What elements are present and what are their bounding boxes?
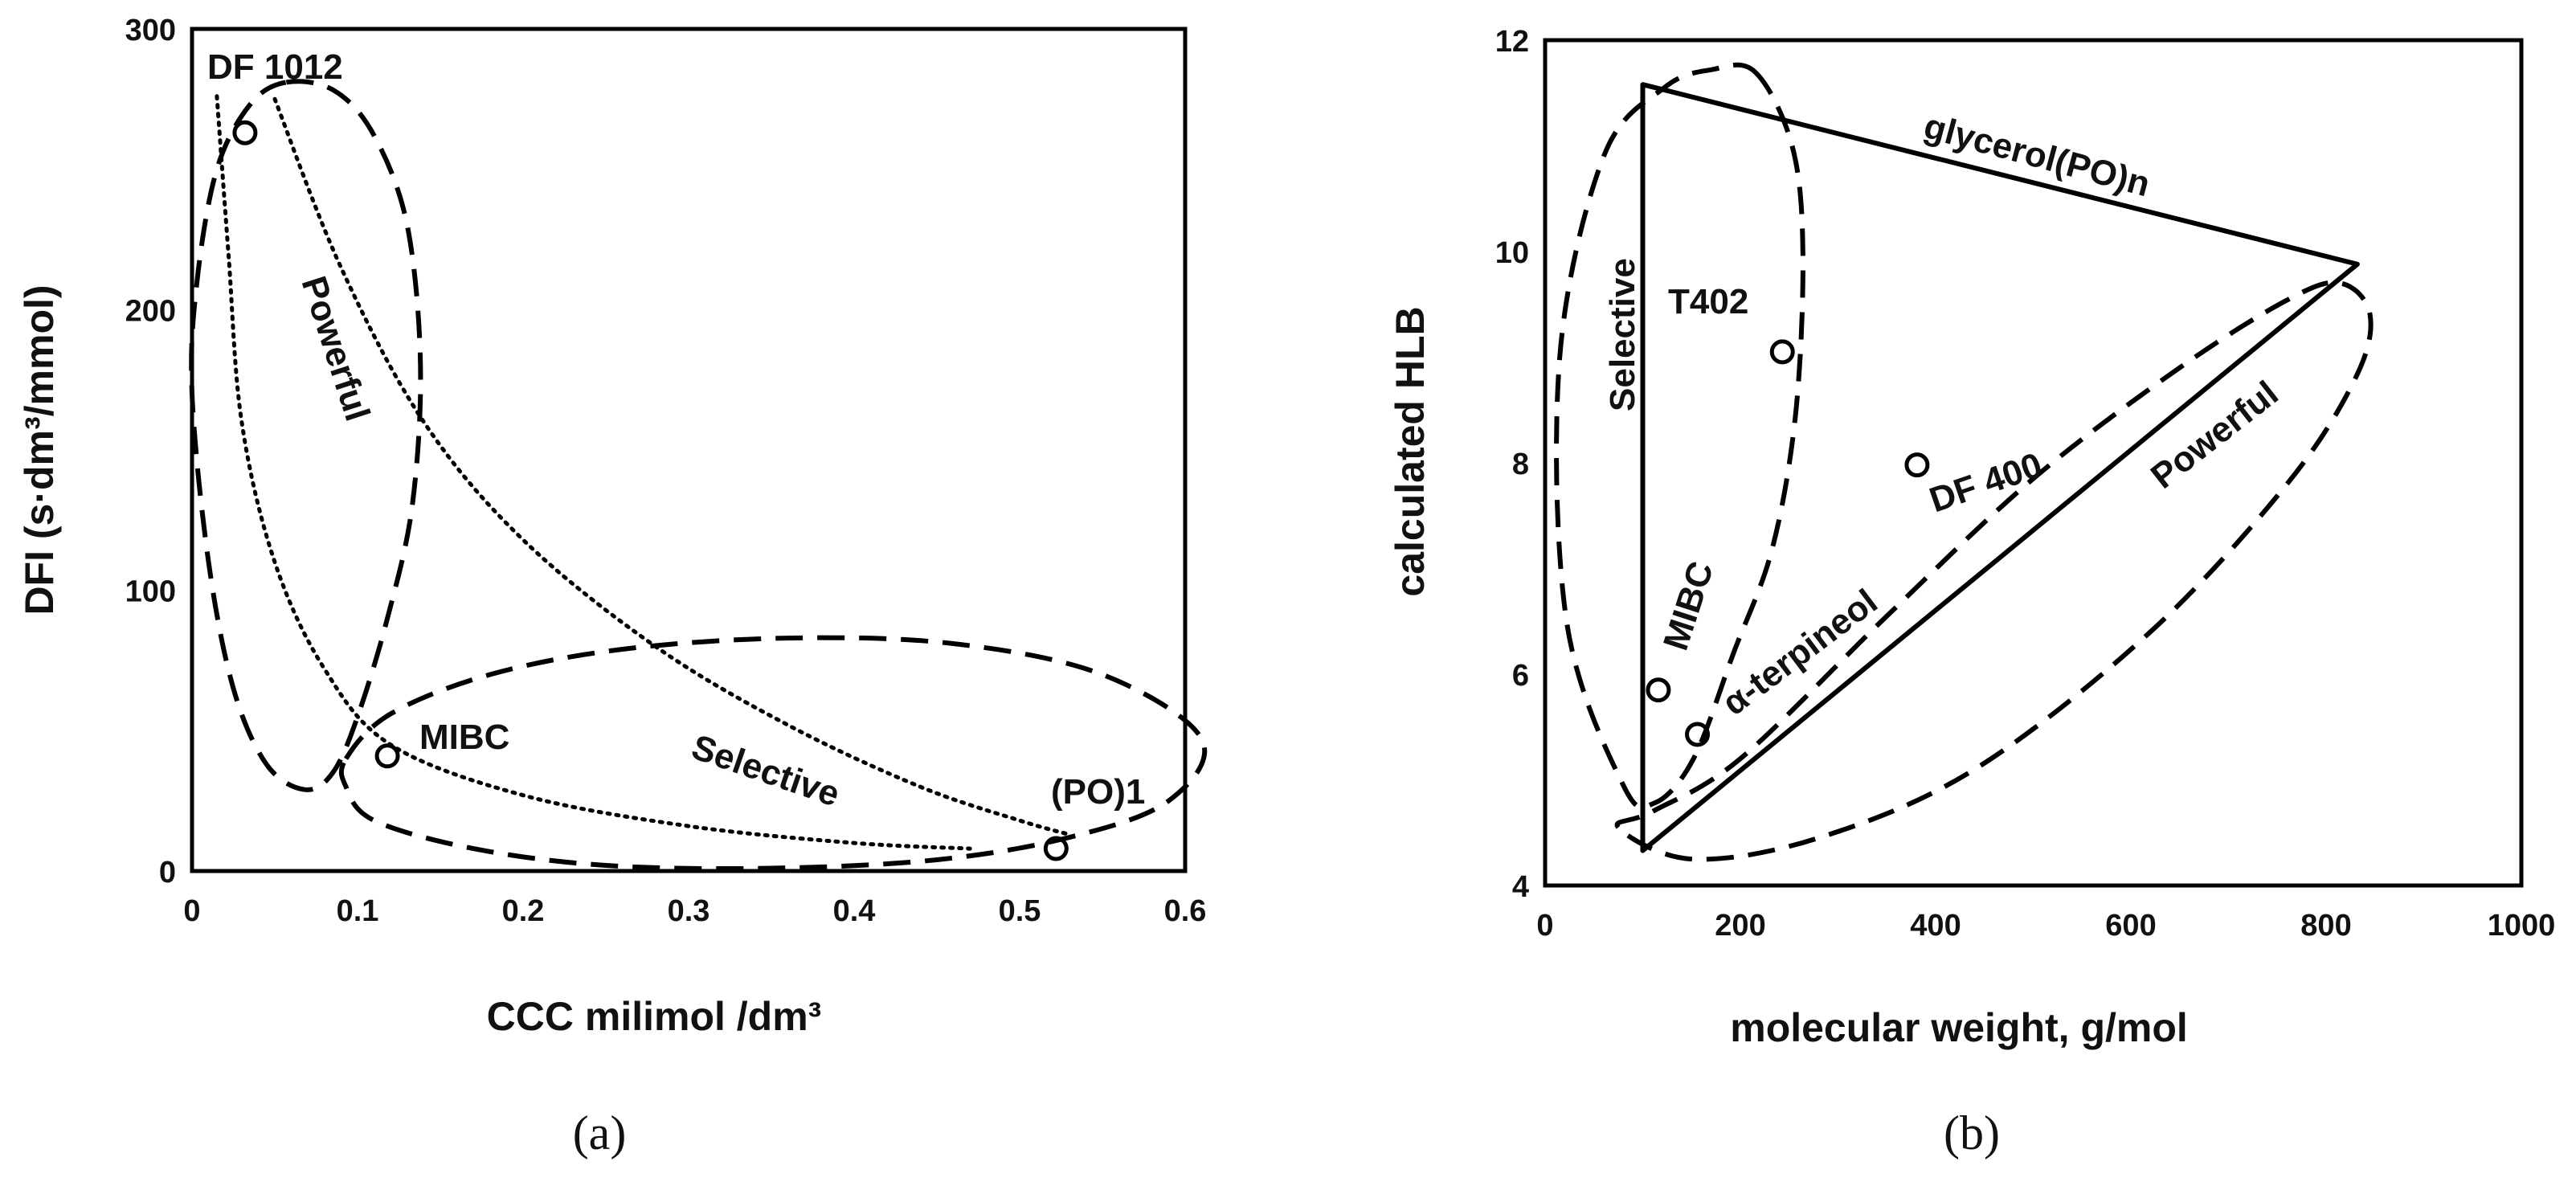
a-region-1 — [338, 635, 1208, 872]
panel-caption-a: (a) — [573, 1106, 627, 1159]
a-x-tick-3: 0.3 — [668, 894, 710, 928]
a-marker-2 — [1043, 836, 1069, 861]
a-region-0 — [189, 79, 423, 792]
triangle-glycerol-po — [1640, 82, 2360, 853]
b-x-tick-5: 1000 — [2488, 909, 2556, 943]
data-points-a — [232, 120, 1069, 861]
region-outlines-a — [189, 79, 1208, 872]
b-marker-3 — [1685, 722, 1711, 747]
region-label-selective-a: Selective — [687, 727, 844, 814]
x-axis-label-a: CCC milimol /dm³ — [487, 994, 822, 1039]
b-x-tick-2: 400 — [1910, 909, 1961, 943]
y-ticks-b: 4 6 8 10 12 — [1495, 25, 1529, 904]
a-x-tick-1: 0.1 — [337, 894, 379, 928]
plot-frame-b — [1543, 38, 2524, 888]
point-label-df400: DF 400 — [1924, 445, 2046, 520]
chart-panel-b: 0 200 400 600 800 1000 4 6 8 10 12 T402 DF 400 MI… — [1388, 25, 2555, 1159]
b-marker-0 — [1769, 339, 1795, 365]
a-marker-1 — [374, 743, 400, 769]
b-x-tick-3: 600 — [2105, 909, 2156, 943]
a-x-tick-5: 0.5 — [999, 894, 1041, 928]
b-y-tick-0: 4 — [1512, 870, 1529, 904]
region-label-powerful-b: Powerful — [2144, 374, 2286, 497]
dotted-curves-a — [215, 94, 1072, 851]
a-x-tick-4: 0.4 — [833, 894, 876, 928]
a-y-tick-2: 200 — [125, 294, 176, 328]
a-dotted-curve-0 — [215, 94, 972, 851]
b-triangle-outline — [1640, 82, 2360, 853]
point-label-t402: T402 — [1668, 282, 1748, 321]
x-axis-label-b: molecular weight, g/mol — [1730, 1005, 2188, 1050]
x-ticks-a: 0 0.1 0.2 0.3 0.4 0.5 0.6 — [183, 894, 1206, 928]
region-outlines-b — [1554, 62, 2374, 862]
b-marker-1 — [1904, 452, 1930, 478]
b-region-1 — [1614, 280, 2374, 862]
a-y-tick-1: 100 — [125, 575, 176, 609]
a-y-tick-0: 0 — [159, 856, 176, 890]
plot-frame-a — [190, 27, 1188, 873]
a-x-tick-6: 0.6 — [1164, 894, 1207, 928]
b-x-tick-4: 800 — [2300, 909, 2351, 943]
point-label-df1012: DF 1012 — [207, 47, 343, 87]
y-axis-label-b: calculated HLB — [1388, 306, 1433, 596]
b-region-0 — [1554, 62, 1805, 810]
b-x-tick-1: 200 — [1715, 909, 1765, 943]
point-label-po1: (PO)1 — [1051, 772, 1145, 812]
y-ticks-a: 0 100 200 300 — [125, 14, 176, 890]
region-label-powerful-a: Powerful — [293, 272, 377, 426]
point-label-mibc-a: MIBC — [419, 718, 509, 757]
x-ticks-b: 0 200 400 600 800 1000 — [1536, 909, 2555, 943]
panel-caption-b: (b) — [1944, 1106, 2000, 1159]
b-y-tick-1: 6 — [1512, 659, 1529, 693]
b-x-tick-0: 0 — [1536, 909, 1553, 943]
y-axis-label-a: DFI (s·dm³/mmol) — [17, 284, 62, 615]
point-label-mibc-b: MIBC — [1656, 557, 1721, 655]
a-dotted-curve-1 — [272, 96, 1072, 837]
b-y-tick-3: 10 — [1495, 236, 1529, 270]
a-x-tick-2: 0.2 — [502, 894, 545, 928]
a-marker-0 — [232, 120, 258, 145]
chart-panel-a: 0 0.1 0.2 0.3 0.4 0.5 0.6 0 100 200 300 DF 1012 M… — [17, 14, 1208, 1159]
region-label-selective-b: Selective — [1603, 258, 1642, 411]
data-points-b — [1646, 339, 1930, 747]
b-y-tick-4: 12 — [1495, 25, 1529, 59]
b-y-tick-2: 8 — [1512, 448, 1529, 481]
b-marker-2 — [1646, 677, 1671, 703]
a-y-tick-3: 300 — [125, 14, 176, 47]
a-x-tick-0: 0 — [183, 894, 200, 928]
triangle-label-glycerol-po: glycerol(PO)n — [1920, 106, 2153, 204]
